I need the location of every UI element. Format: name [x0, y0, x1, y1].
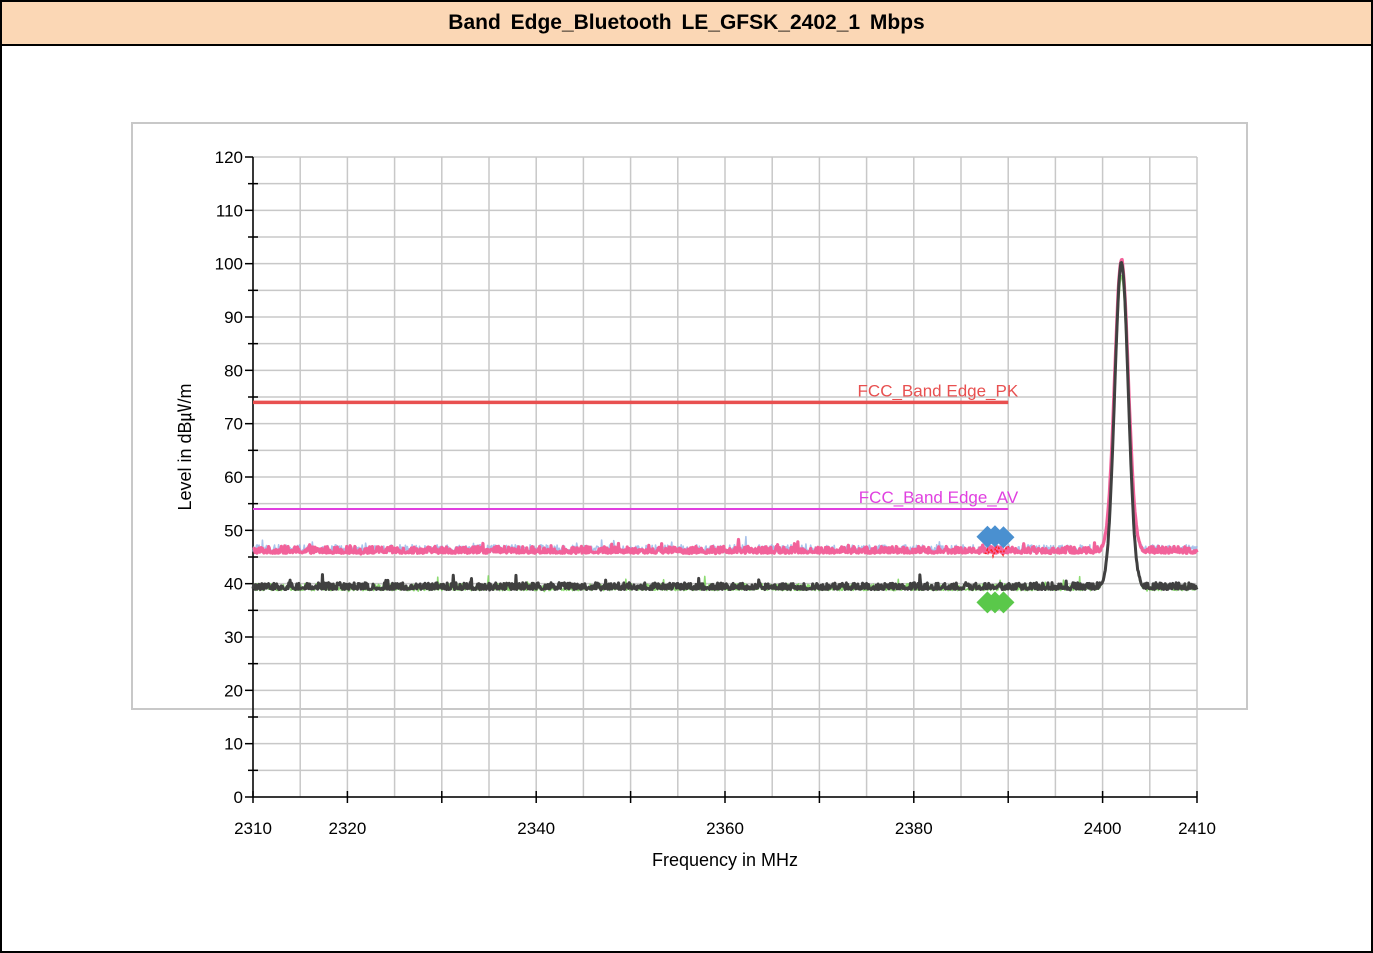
y-tick-label: 10: [224, 735, 243, 754]
x-tick-label: 2410: [1178, 819, 1216, 838]
traces: [251, 257, 1199, 593]
y-tick-label: 60: [224, 468, 243, 487]
average-trace: [251, 261, 1199, 592]
x-axis-title: Frequency in MHz: [652, 850, 798, 870]
x-tick-label: 2400: [1084, 819, 1122, 838]
limit-line-label: FCC_Band Edge_AV: [859, 488, 1019, 507]
grid: [252, 156, 1198, 798]
axes: [245, 156, 1198, 803]
peak-trace: [252, 257, 1199, 556]
y-tick-label: 50: [224, 521, 243, 540]
peak-marker: [992, 526, 1015, 549]
x-tick-label: 2340: [517, 819, 555, 838]
y-tick-label: 120: [215, 148, 243, 167]
average-marker: [992, 591, 1015, 614]
markers: [976, 525, 1015, 614]
y-tick-label: 20: [224, 681, 243, 700]
limit-lines: [253, 400, 1009, 510]
y-tick-label: 40: [224, 575, 243, 594]
x-tick-label: 2360: [706, 819, 744, 838]
y-axis-title: Level in dB㎶/m: [175, 383, 196, 510]
x-tick-label: 2380: [895, 819, 933, 838]
y-tick-label: 110: [216, 201, 243, 220]
x-tick-label: 2310: [234, 819, 272, 838]
y-tick-label: 80: [224, 361, 243, 380]
x-tick-label: 2320: [328, 819, 366, 838]
chart-title: Band Edge_Bluetooth LE_GFSK_2402_1 Mbps: [2, 2, 1371, 46]
y-tick-label: 100: [215, 255, 243, 274]
limit-line-label: FCC_Band Edge_PK: [858, 381, 1019, 400]
plot-panel: [131, 122, 1248, 710]
labels: 0 10 20 30 40 50 60 70 80 90 100 110 120 2310 2320 2340…: [175, 148, 1216, 870]
y-tick-label: 90: [224, 308, 243, 327]
y-tick-label: 0: [234, 788, 243, 807]
y-tick-label: 70: [224, 415, 243, 434]
peak-detail-trace: [984, 545, 1009, 560]
y-tick-label: 30: [224, 628, 243, 647]
